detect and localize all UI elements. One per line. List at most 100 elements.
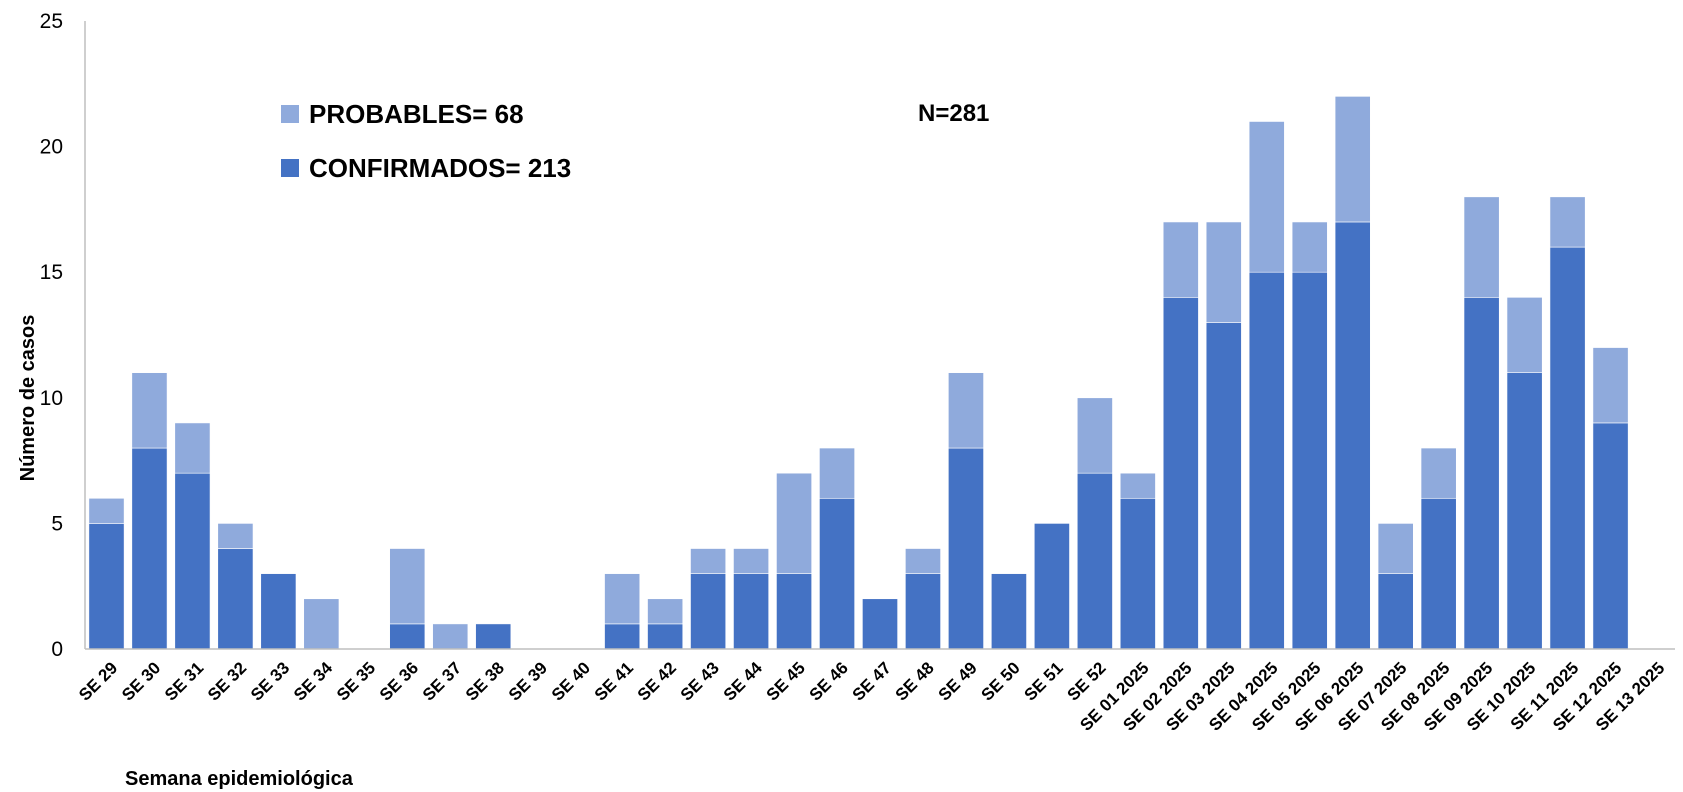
bar-confirmados — [1162, 297, 1199, 650]
bar-probables — [389, 548, 426, 625]
bar-confirmados — [131, 447, 168, 650]
bar-probables — [604, 573, 641, 625]
bar-probables — [1291, 221, 1328, 273]
bar-confirmados — [1248, 271, 1285, 650]
x-tick-label: SE 47 — [849, 658, 895, 704]
bar-confirmados — [1592, 422, 1629, 650]
x-tick-label: SE 38 — [462, 658, 508, 704]
x-axis-title: Semana epidemiológica — [125, 768, 354, 790]
legend-label-probables: PROBABLES= 68 — [309, 99, 524, 129]
bar-probables — [1549, 196, 1586, 248]
x-tick-label: SE 51 — [1021, 658, 1067, 704]
bar-probables — [131, 372, 168, 449]
bar-confirmados — [819, 497, 855, 650]
bar-probables — [733, 548, 770, 574]
bar-probables — [776, 472, 812, 574]
bar-probables — [174, 422, 211, 474]
bar-confirmados — [389, 623, 426, 650]
bar-confirmados — [1549, 246, 1586, 650]
x-tick-label: SE 45 — [763, 658, 809, 704]
y-tick-label: 0 — [51, 638, 63, 661]
bar-confirmados — [475, 623, 512, 650]
y-tick-label: 25 — [40, 10, 63, 33]
bar-probables — [1205, 221, 1242, 323]
bar-probables — [1334, 96, 1371, 223]
x-tick-label: SE 36 — [376, 658, 422, 704]
x-tick-label: SE 29 — [75, 658, 121, 704]
x-tick-label: SE 50 — [978, 658, 1024, 704]
bar-confirmados — [1076, 472, 1113, 650]
bar-confirmados — [647, 623, 684, 650]
bar-probables — [690, 548, 727, 574]
y-tick-label: 10 — [40, 387, 63, 410]
bar-confirmados — [1377, 573, 1414, 650]
x-tick-label: SE 41 — [591, 658, 637, 704]
bar-confirmados — [990, 573, 1027, 650]
bar-confirmados — [905, 573, 941, 650]
bar-confirmados — [217, 548, 254, 650]
bar-probables — [1377, 523, 1414, 574]
bars — [88, 96, 1629, 650]
x-tick-label: SE 33 — [247, 658, 293, 704]
y-axis-ticks: 0 5 10 15 20 25 — [40, 10, 63, 661]
x-tick-label: SE 34 — [290, 658, 337, 705]
bar-confirmados — [948, 447, 984, 650]
bar-confirmados — [1205, 322, 1242, 650]
bar-probables — [1592, 347, 1629, 424]
bar-probables — [303, 598, 340, 650]
bar-probables — [217, 523, 254, 549]
bar-probables — [432, 623, 469, 650]
x-tick-label: SE 49 — [935, 658, 981, 704]
bar-confirmados — [604, 623, 641, 650]
bar-confirmados — [1033, 523, 1070, 650]
bar-probables — [1162, 221, 1199, 298]
x-tick-label: SE 30 — [118, 658, 164, 704]
bar-confirmados — [862, 598, 898, 650]
x-tick-label: SE 42 — [634, 658, 680, 704]
bar-probables — [1420, 447, 1457, 499]
bar-confirmados — [733, 573, 770, 650]
bar-probables — [905, 548, 941, 574]
y-axis-title: Número de casos — [17, 315, 39, 482]
bar-confirmados — [690, 573, 727, 650]
bar-confirmados — [776, 573, 812, 650]
x-tick-label: SE 37 — [419, 658, 465, 704]
x-tick-label: SE 40 — [548, 658, 594, 704]
x-tick-label: SE 31 — [161, 658, 207, 704]
bar-confirmados — [1463, 297, 1500, 650]
bar-probables — [819, 447, 855, 499]
bar-probables — [1248, 121, 1285, 273]
bar-confirmados — [1119, 497, 1156, 650]
x-tick-label: SE 46 — [806, 658, 852, 704]
legend-label-confirmados: CONFIRMADOS= 213 — [309, 153, 571, 183]
x-tick-label: SE 35 — [333, 658, 379, 704]
legend-swatch-probables — [281, 105, 299, 123]
legend: PROBABLES= 68 CONFIRMADOS= 213 — [281, 99, 571, 183]
bar-confirmados — [1291, 271, 1328, 650]
x-tick-label: SE 43 — [677, 658, 723, 704]
bar-confirmados — [1334, 221, 1371, 650]
bar-probables — [88, 497, 125, 524]
bar-confirmados — [88, 523, 125, 650]
y-tick-label: 15 — [40, 261, 63, 284]
x-tick-label: SE 48 — [892, 658, 938, 704]
bar-probables — [1119, 472, 1156, 499]
bar-confirmados — [1506, 372, 1543, 650]
bar-probables — [1463, 196, 1500, 298]
bar-confirmados — [174, 472, 211, 650]
y-tick-label: 5 — [51, 512, 63, 535]
legend-swatch-confirmados — [281, 159, 299, 177]
bar-confirmados — [1420, 497, 1457, 650]
bar-probables — [1076, 397, 1113, 474]
bar-confirmados — [260, 573, 297, 650]
y-tick-label: 20 — [40, 136, 63, 159]
x-tick-label: SE 44 — [720, 658, 767, 705]
bar-probables — [1506, 297, 1543, 373]
x-tick-label: SE 39 — [505, 658, 551, 704]
x-tick-label: SE 32 — [204, 658, 250, 704]
bar-probables — [647, 598, 684, 625]
bar-probables — [948, 372, 984, 449]
total-annotation: N=281 — [918, 100, 989, 127]
